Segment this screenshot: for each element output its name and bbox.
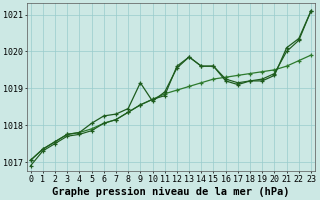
X-axis label: Graphe pression niveau de la mer (hPa): Graphe pression niveau de la mer (hPa) xyxy=(52,186,290,197)
